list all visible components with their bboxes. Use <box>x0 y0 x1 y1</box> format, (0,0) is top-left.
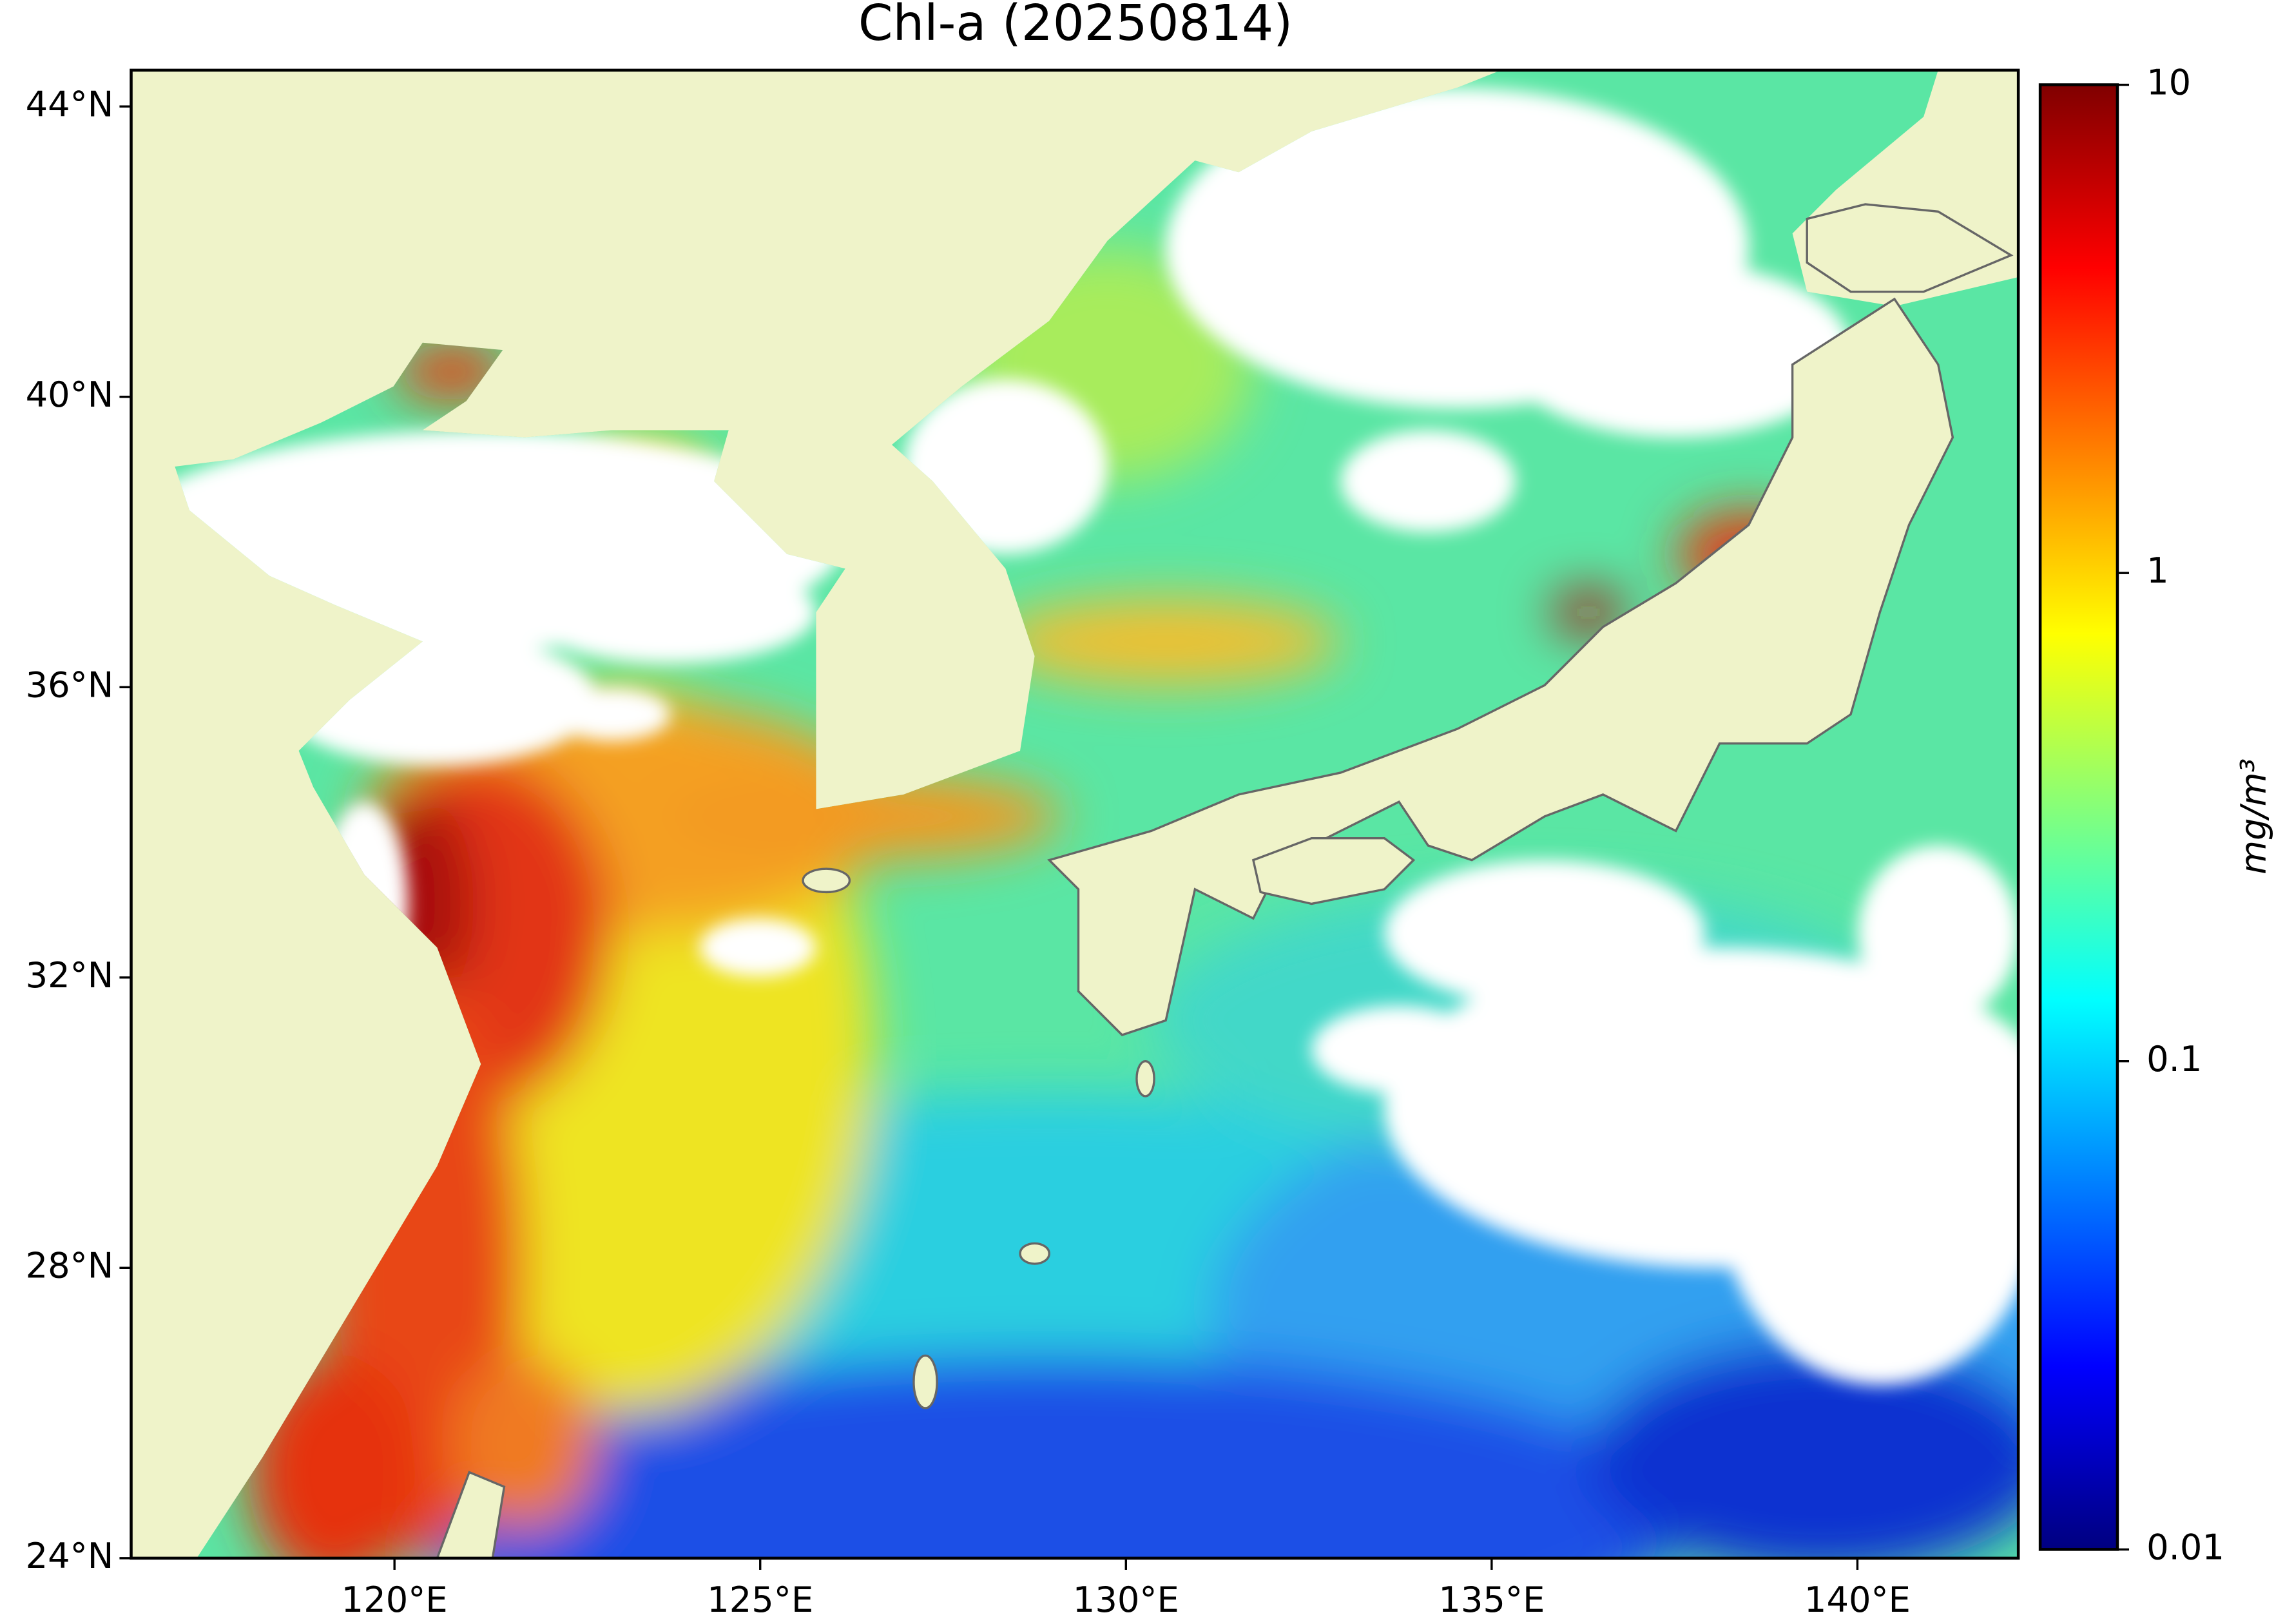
y-tick-label: 24°N <box>26 1536 114 1576</box>
colorbar: 0.01 0.1 1 10 mg/m³ <box>2038 63 2274 1567</box>
x-tick-label: 125°E <box>707 1580 813 1620</box>
amami <box>1019 1242 1050 1265</box>
taiwan <box>436 1471 506 1558</box>
x-tick-label: 135°E <box>1438 1580 1545 1620</box>
shikoku <box>1251 837 1416 905</box>
colorbar-tick-label: 1 <box>2146 550 2169 591</box>
map-title: Chl-a (20250814) <box>858 0 1293 52</box>
land <box>436 203 2014 1558</box>
y-tick-label: 44°N <box>26 84 114 124</box>
plot-frame <box>130 68 2020 1560</box>
okinawa <box>912 1354 938 1409</box>
axes: 120°E 125°E 130°E 135°E 140°E 24°N 28°N 32°N 36°… <box>26 84 1911 1620</box>
y-tick-label: 40°N <box>26 374 114 415</box>
x-tick-label: 120°E <box>342 1580 448 1620</box>
colorbar-tick-label: 0.01 <box>2146 1527 2224 1567</box>
y-tick-label: 32°N <box>26 955 114 996</box>
colorbar-label: mg/m³ <box>2233 759 2274 875</box>
y-tick-label: 36°N <box>26 664 114 705</box>
tanegashima <box>1135 1060 1155 1097</box>
jeju <box>802 867 851 894</box>
colorbar-tick-label: 10 <box>2146 63 2191 103</box>
ocean <box>175 70 2019 1558</box>
x-tick-label: 130°E <box>1073 1580 1179 1620</box>
y-tick-label: 28°N <box>26 1245 114 1286</box>
colorbar-scale <box>2038 83 2119 1551</box>
colorbar-tick-label: 0.1 <box>2146 1039 2202 1079</box>
x-tick-label: 140°E <box>1804 1580 1911 1620</box>
map-area <box>131 70 2019 1558</box>
hokkaido <box>1806 203 2014 293</box>
